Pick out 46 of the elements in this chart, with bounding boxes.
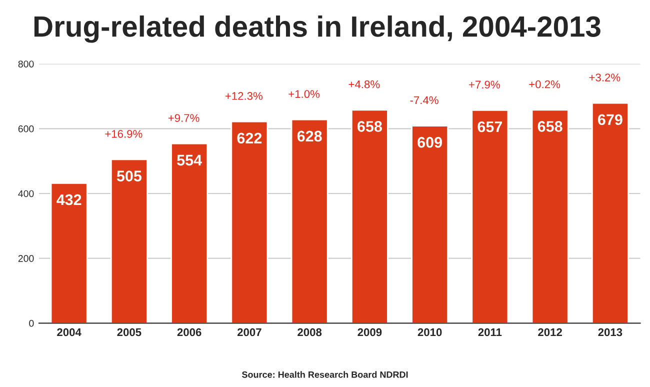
- bar: [471, 110, 509, 324]
- bar: [350, 109, 388, 324]
- annotation: +4.8%: [348, 80, 380, 88]
- annotation: -7.4%: [410, 96, 438, 104]
- bar: [591, 102, 629, 324]
- x-tick-label: 2011: [478, 328, 502, 336]
- data-label: 628: [297, 130, 322, 142]
- data-label: 432: [56, 194, 82, 206]
- annotation: +12.3%: [225, 92, 262, 100]
- bar: [170, 142, 208, 324]
- y-tick-label: 800: [18, 60, 34, 68]
- bar: [110, 158, 148, 324]
- annotation: +16.9%: [105, 130, 142, 138]
- y-tick-label: 200: [18, 255, 34, 262]
- data-label: 505: [116, 170, 142, 182]
- annotation: +1.0%: [288, 90, 320, 98]
- x-tick-label: 2008: [298, 328, 322, 336]
- bar: [290, 118, 328, 324]
- data-label: 657: [478, 121, 502, 132]
- x-tick-label: 2006: [177, 328, 202, 336]
- bar: [531, 109, 569, 324]
- y-tick-label: 0: [29, 320, 34, 327]
- data-label: 658: [538, 121, 562, 132]
- y-tick-label: 600: [18, 125, 34, 132]
- x-tick-label: 2005: [117, 328, 142, 336]
- data-label: 609: [418, 136, 442, 148]
- x-tick-label: 2010: [418, 328, 442, 336]
- bar: [230, 120, 268, 324]
- annotation: +0.2%: [529, 80, 560, 88]
- annotation: +9.7%: [168, 114, 200, 122]
- annotation: +3.2%: [589, 74, 620, 82]
- source-note: Source: Health Research Board NDRDI: [242, 371, 408, 378]
- x-tick-label: 2013: [598, 328, 622, 336]
- bar: [411, 125, 449, 324]
- data-label: 679: [598, 114, 622, 126]
- x-tick-label: 2009: [358, 328, 382, 336]
- data-label: 622: [237, 132, 262, 144]
- bar: [50, 182, 88, 324]
- data-label: 658: [358, 121, 382, 132]
- y-tick-label: 400: [18, 190, 34, 198]
- x-tick-label: 2007: [237, 328, 262, 336]
- x-tick-label: 2012: [538, 328, 562, 336]
- data-label: 554: [177, 154, 202, 166]
- chart-title: Drug-related deaths in Ireland, 2004-2013: [34, 15, 600, 43]
- annotation: +7.9%: [469, 80, 500, 89]
- x-tick-label: 2004: [57, 328, 82, 336]
